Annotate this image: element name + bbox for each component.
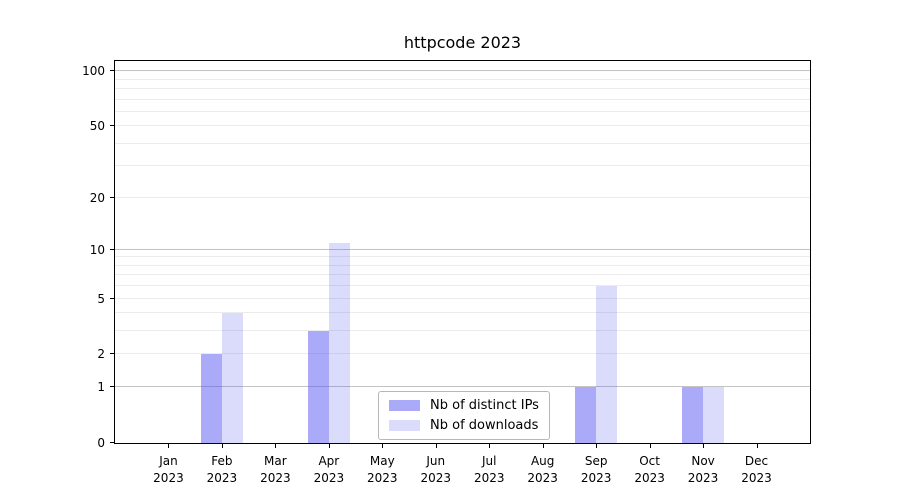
x-tick-dec — [756, 443, 758, 448]
y-tick-label-2: 2 — [97, 347, 105, 362]
y-tick-label-50: 50 — [89, 119, 105, 134]
x-tick-jan — [168, 443, 170, 448]
legend: Nb of distinct IPs Nb of downloads — [378, 391, 550, 440]
y-tick-5 — [110, 297, 115, 299]
x-tick-apr — [328, 443, 330, 448]
x-tick-label-jul: Jul 2023 — [473, 454, 505, 485]
y-tick-0 — [110, 442, 115, 443]
legend-item-downloads: Nb of downloads — [389, 418, 539, 433]
minor-gridline-y-80 — [115, 87, 810, 89]
x-tick-may — [382, 443, 384, 448]
legend-swatch-distinct-ips — [389, 400, 420, 411]
major-gridline-y-1 — [115, 386, 810, 388]
x-tick-label-jan: Jan 2023 — [153, 454, 184, 485]
y-tick-label-20: 20 — [89, 190, 105, 205]
x-tick-mar — [275, 443, 277, 448]
bar-nb-of-distinct-ips-apr — [307, 331, 329, 443]
x-tick-jul — [489, 443, 491, 448]
minor-gridline-y-8 — [115, 264, 810, 266]
x-tick-aug — [542, 443, 544, 448]
chart-title: httpcode 2023 — [403, 33, 522, 52]
x-tick-label-may: May 2023 — [367, 454, 398, 485]
legend-item-distinct-ips: Nb of distinct IPs — [389, 398, 539, 413]
y-tick-20 — [110, 196, 115, 198]
x-tick-nov — [703, 443, 705, 448]
minor-gridline-y-4 — [115, 312, 810, 314]
x-tick-label-mar: Mar 2023 — [260, 454, 291, 485]
minor-gridline-y-2 — [115, 353, 810, 355]
major-gridline-y-10 — [115, 248, 810, 250]
y-tick-label-0: 0 — [97, 436, 105, 450]
x-tick-label-sep: Sep 2023 — [580, 454, 612, 485]
bar-nb-of-distinct-ips-feb — [200, 354, 222, 443]
x-tick-oct — [649, 443, 651, 448]
x-tick-sep — [596, 443, 598, 448]
x-tick-label-apr: Apr 2023 — [313, 454, 345, 485]
legend-swatch-downloads — [389, 420, 420, 431]
x-tick-label-dec: Dec 2023 — [741, 454, 772, 485]
minor-gridline-y-50 — [115, 125, 810, 127]
y-tick-10 — [110, 248, 115, 250]
y-tick-1 — [110, 386, 115, 388]
plot-area: 0 1 2 5 10 20 50 100 Jan 2023 Feb 2023 Mar 2023 Apr… — [82, 60, 811, 485]
major-gridline-y-100 — [115, 70, 810, 72]
x-tick-label-oct: Oct 2023 — [634, 454, 665, 485]
minor-gridline-y-9 — [115, 256, 810, 258]
minor-gridline-y-3 — [115, 330, 810, 332]
bar-nb-of-downloads-sep — [596, 286, 618, 443]
minor-gridline-y-5 — [115, 297, 810, 299]
x-tick-jun — [435, 443, 437, 448]
minor-gridline-y-30 — [115, 165, 810, 167]
y-tick-label-100: 100 — [82, 64, 105, 79]
y-tick-100 — [110, 70, 115, 72]
minor-gridline-y-7 — [115, 274, 810, 276]
x-tick-label-nov: Nov 2023 — [687, 454, 719, 485]
bar-nb-of-distinct-ips-nov — [682, 387, 704, 443]
legend-label-downloads: Nb of downloads — [430, 418, 539, 433]
y-tick-label-1: 1 — [97, 380, 105, 395]
x-tick-label-aug: Aug 2023 — [527, 454, 558, 485]
bar-nb-of-downloads-feb — [221, 313, 243, 443]
y-tick-50 — [110, 125, 115, 127]
y-tick-label-5: 5 — [97, 291, 105, 306]
bar-nb-of-downloads-nov — [703, 387, 725, 443]
minor-gridline-y-60 — [115, 110, 810, 112]
minor-gridline-y-90 — [115, 78, 810, 80]
minor-gridline-y-70 — [115, 98, 810, 100]
y-tick-2 — [110, 353, 115, 355]
minor-gridline-y-6 — [115, 285, 810, 287]
bar-nb-of-downloads-apr — [328, 242, 350, 443]
x-tick-feb — [221, 443, 223, 448]
x-tick-label-feb: Feb 2023 — [206, 454, 238, 485]
minor-gridline-y-20 — [115, 196, 810, 198]
legend-label-distinct-ips: Nb of distinct IPs — [430, 398, 539, 413]
x-tick-label-jun: Jun 2023 — [420, 454, 452, 485]
bar-nb-of-distinct-ips-sep — [575, 387, 597, 443]
y-tick-label-10: 10 — [89, 242, 105, 257]
minor-gridline-y-40 — [115, 142, 810, 144]
